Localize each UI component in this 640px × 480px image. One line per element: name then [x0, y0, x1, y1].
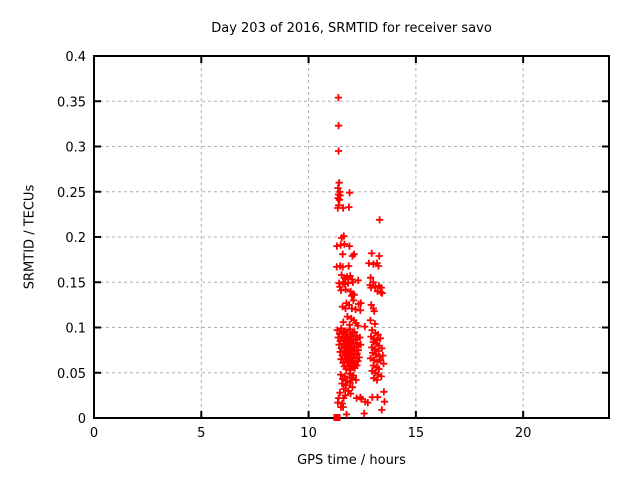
y-tick-label: 0.05: [57, 367, 86, 382]
y-tick-label: 0.35: [57, 95, 86, 110]
y-tick-label: 0.25: [57, 186, 86, 201]
y-tick-label: 0.4: [65, 50, 86, 65]
y-tick-label: 0.1: [65, 322, 86, 337]
x-tick-label: 15: [408, 426, 425, 441]
x-tick-label: 20: [515, 426, 532, 441]
x-tick-label: 0: [90, 426, 98, 441]
y-tick-label: 0: [78, 412, 86, 427]
x-tick-label: 10: [300, 426, 317, 441]
y-tick-label: 0.15: [57, 276, 86, 291]
x-axis-label: GPS time / hours: [297, 453, 406, 468]
y-tick-label: 0.3: [65, 141, 86, 156]
x-tick-label: 5: [197, 426, 205, 441]
chart-title: Day 203 of 2016, SRMTID for receiver sav…: [211, 21, 492, 36]
zero-value-marker: [333, 414, 341, 421]
y-tick-label: 0.2: [65, 231, 86, 246]
scatter-points: [333, 94, 389, 418]
